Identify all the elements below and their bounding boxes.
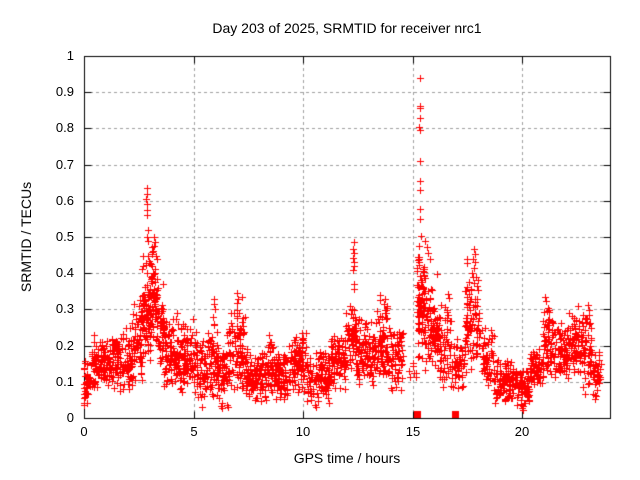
y-tick-label: 0.9 xyxy=(55,84,74,99)
x-axis-label: GPS time / hours xyxy=(293,450,401,466)
y-tick-label: 1 xyxy=(66,48,74,63)
y-tick-label: 0.5 xyxy=(55,229,74,244)
x-tick-label: 5 xyxy=(190,424,198,439)
x-tick-label: 15 xyxy=(405,424,421,439)
y-tick-label: 0.1 xyxy=(55,374,74,389)
x-tick-label: 0 xyxy=(80,424,88,439)
y-tick-label: 0.4 xyxy=(55,265,74,280)
x-tick-label: 20 xyxy=(514,424,530,439)
y-tick-label: 0.8 xyxy=(55,120,74,135)
x-tick-label: 10 xyxy=(295,424,311,439)
y-tick-label: 0.2 xyxy=(55,338,74,353)
y-tick-label: 0.7 xyxy=(55,157,74,172)
chart-title: Day 203 of 2025, SRMTID for receiver nrc… xyxy=(212,20,482,36)
y-tick-label: 0 xyxy=(66,410,74,425)
y-tick-label: 0.3 xyxy=(55,301,74,316)
y-tick-label: 0.6 xyxy=(55,193,74,208)
